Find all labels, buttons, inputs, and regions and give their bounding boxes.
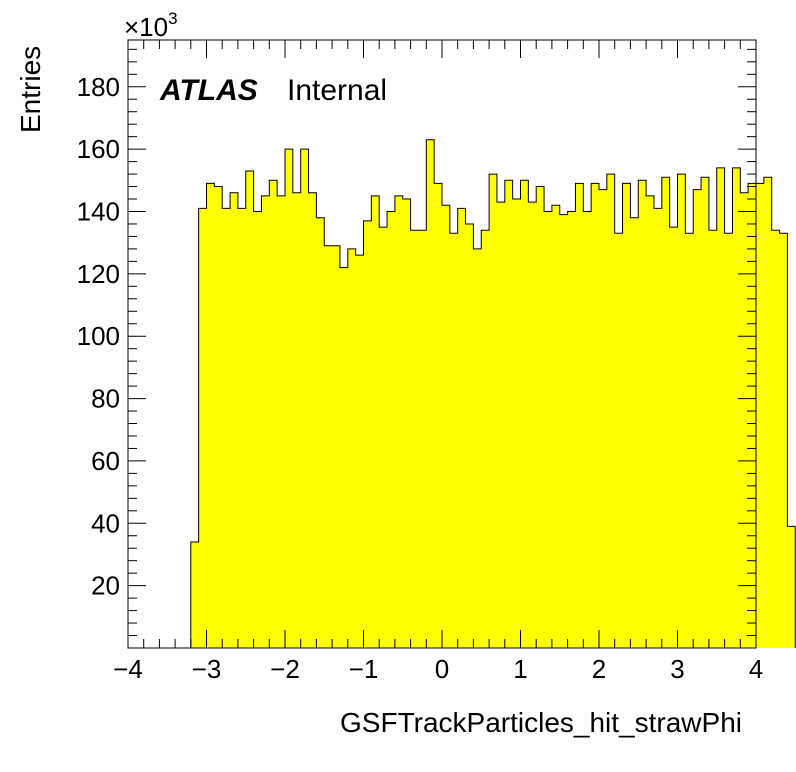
x-tick-label: 3 (670, 654, 684, 684)
y-tick-label: 80 (91, 384, 120, 414)
axis-ticks (127, 40, 757, 648)
y-tick-label: 20 (91, 571, 120, 601)
x-tick-label: 1 (513, 654, 527, 684)
y-tick-label: 160 (77, 134, 120, 164)
x-tick-labels: −4 −3 −2 −1 0 1 2 3 4 (113, 654, 763, 684)
x-tick-label: −1 (349, 654, 379, 684)
histogram-fill (190, 139, 796, 648)
x-axis-title: GSFTrackParticles_hit_strawPhi (340, 707, 742, 738)
x-tick-label: 0 (435, 654, 449, 684)
y-tick-label: 60 (91, 446, 120, 476)
x-tick-label: −3 (192, 654, 222, 684)
x-tick-label: −2 (270, 654, 300, 684)
x-tick-label: 2 (592, 654, 606, 684)
y-tick-label: 40 (91, 508, 120, 538)
y-axis-title: Entries (15, 46, 46, 133)
atlas-label: ATLAS (159, 74, 258, 107)
x-tick-label: 4 (749, 654, 763, 684)
y-tick-label: 120 (77, 259, 120, 289)
y-tick-label: 100 (77, 321, 120, 351)
y-tick-label: 180 (77, 72, 120, 102)
histogram-outline (190, 139, 796, 648)
y-multiplier: ×103 (124, 9, 178, 42)
x-tick-label: −4 (113, 654, 143, 684)
internal-label: Internal (287, 74, 387, 107)
y-tick-label: 140 (77, 196, 120, 226)
y-tick-labels: 20 40 60 80 100 120 140 160 180 (77, 72, 120, 601)
